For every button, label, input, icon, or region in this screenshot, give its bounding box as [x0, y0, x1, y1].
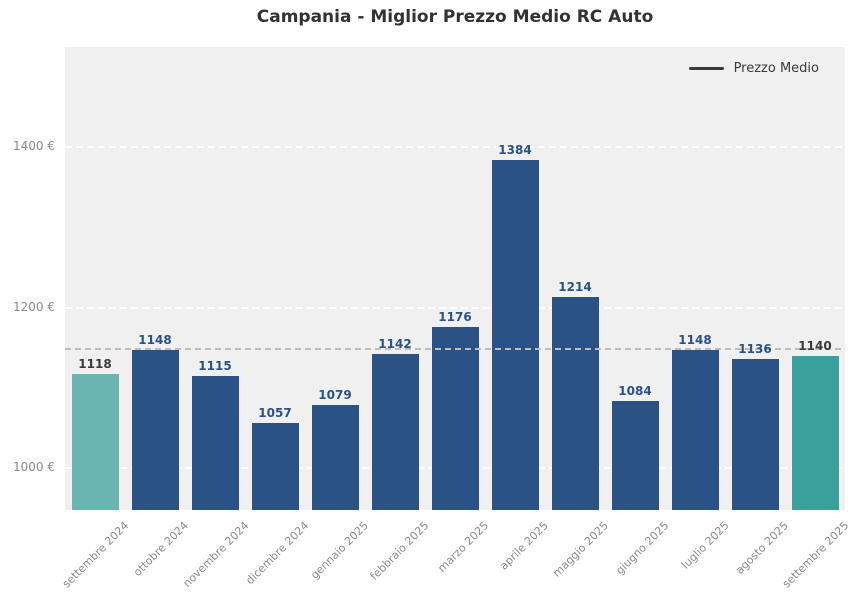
bar-febbraio 2025	[371, 354, 419, 510]
bar-value-label: 1142	[378, 337, 412, 352]
bar-value-label: 1384	[498, 143, 532, 158]
bar-value-label: 1214	[558, 279, 592, 294]
x-tick-label: novembre 2024	[180, 519, 252, 590]
bar-settembre 2024	[71, 373, 119, 510]
bar-value-label: 1140	[798, 338, 832, 353]
bar-dicembre 2024	[251, 422, 299, 510]
legend-label: Prezzo Medio	[733, 61, 819, 76]
bar-value-label: 1057	[258, 405, 292, 420]
bar-aprile 2025	[491, 160, 539, 510]
bar-gennaio 2025	[311, 404, 359, 510]
bar-maggio 2025	[551, 296, 599, 510]
y-tick-label: 1000 €	[13, 460, 55, 475]
gridline-1400	[65, 146, 845, 149]
x-tick-label: gennaio 2025	[308, 519, 372, 582]
x-tick-label: febbraio 2025	[367, 519, 432, 583]
x-tick-label: settembre 2024	[59, 519, 132, 591]
x-tick-label: luglio 2025	[678, 519, 732, 572]
plot-area: 1118 1148 1115 1057 1079 1142 1176 1384 1214 1084…	[65, 47, 845, 510]
bar-value-label: 1079	[318, 387, 352, 402]
x-tick-label: settembre 2025	[779, 519, 852, 591]
legend: Prezzo Medio	[688, 61, 819, 76]
bar-giugno 2025	[611, 400, 659, 510]
bar-value-label: 1084	[618, 383, 652, 398]
bar-agosto 2025	[731, 359, 779, 510]
bar-value-label: 1115	[198, 358, 232, 373]
bar-value-label: 1118	[78, 356, 112, 371]
bar-value-label: 1176	[438, 310, 472, 325]
bar-value-label: 1148	[138, 332, 172, 347]
x-tick-label: dicembre 2024	[243, 519, 312, 587]
bar-luglio 2025	[671, 349, 719, 510]
bar-settembre 2025	[791, 355, 839, 510]
bar-novembre 2024	[191, 376, 239, 510]
bar-marzo 2025	[431, 327, 479, 510]
x-tick-label: ottobre 2024	[131, 519, 192, 579]
x-tick-label: agosto 2025	[733, 519, 792, 577]
x-tick-label: maggio 2025	[550, 519, 612, 580]
x-tick-label: giugno 2025	[613, 519, 672, 578]
average-line	[65, 347, 845, 350]
gridline-1200	[65, 306, 845, 309]
x-tick-label: aprile 2025	[497, 519, 552, 573]
bar-ottobre 2024	[131, 349, 179, 510]
legend-line-swatch	[688, 67, 724, 70]
y-tick-label: 1400 €	[13, 139, 55, 154]
bar-value-label: 1148	[678, 332, 712, 347]
x-tick-label: marzo 2025	[435, 519, 492, 575]
chart-title: Campania - Miglior Prezzo Medio RC Auto	[256, 7, 654, 27]
bar-value-label: 1136	[738, 342, 772, 357]
y-tick-label: 1200 €	[13, 299, 55, 314]
